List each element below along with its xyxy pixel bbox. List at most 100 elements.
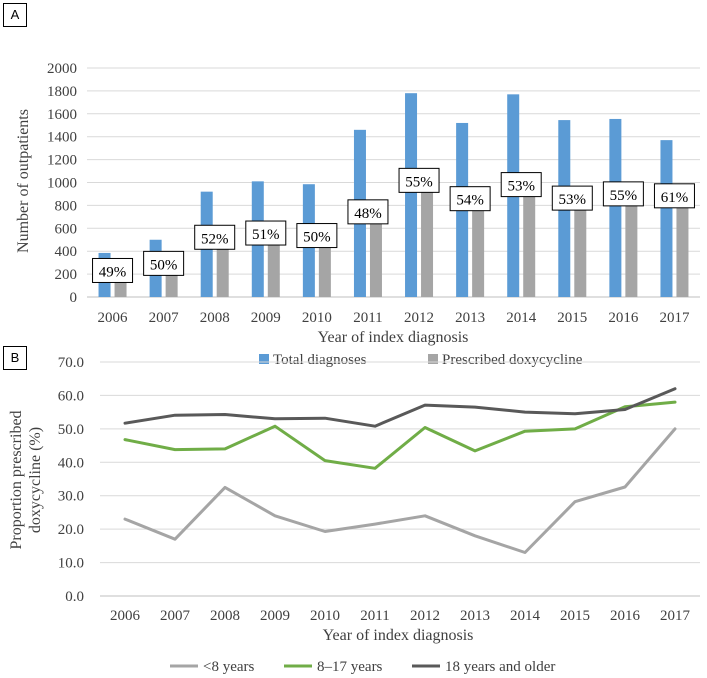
percentage-annotation: 54%	[456, 193, 484, 209]
panel-b-x-tick-label: 2006	[110, 608, 141, 624]
legend-label-18-older: 18 years and older	[445, 659, 555, 675]
bar-prescribed-doxycycline	[523, 189, 536, 297]
percentage-annotation-box	[296, 223, 338, 249]
panel-b-x-axis-label: Year of index diagnosis	[323, 627, 474, 644]
percentage-annotation-box	[449, 186, 491, 212]
panel-a-y-tick-label: 0	[70, 290, 78, 306]
bar-prescribed-doxycycline	[625, 198, 638, 297]
percentage-annotation-box	[551, 185, 593, 211]
panel-b-x-tick-label: 2017	[660, 608, 691, 624]
panel-b-y-tick-label: 70.0	[58, 355, 84, 371]
panel-a-x-tick-label: 2010	[302, 310, 332, 326]
percentage-annotation: 49%	[99, 264, 127, 280]
panel-b-y-tick-label: 60.0	[58, 388, 84, 404]
percentage-annotation-box	[347, 199, 389, 225]
panel-a-y-tick-label: 1800	[47, 84, 77, 100]
line-under-8-years	[123, 427, 677, 554]
panel-b-y-axis-label-line1: Proportion prescribed	[8, 410, 25, 549]
panel-b-x-tick-label: 2014	[510, 608, 541, 624]
panel-a-x-tick-label: 2013	[455, 310, 485, 326]
legend-swatch-prescribed-doxycycline	[428, 354, 438, 364]
panel-b-x-tick-label: 2009	[260, 608, 290, 624]
panel-a-y-axis-label: Number of outpatients	[15, 109, 32, 253]
percentage-annotation-box	[653, 183, 695, 209]
panel-a-x-tick-label: 2015	[557, 310, 587, 326]
bar-prescribed-doxycycline	[267, 238, 280, 297]
panel-b-y-tick-label: 10.0	[58, 556, 84, 572]
legend-label-under-8: <8 years	[203, 659, 255, 675]
panel-b-x-tick-label: 2008	[210, 608, 240, 624]
panel-a-y-tick-label: 400	[55, 244, 78, 260]
panel-a-y-tick-label: 2000	[47, 61, 77, 77]
percentage-annotation: 61%	[661, 190, 689, 206]
bar-total-diagnoses	[660, 140, 673, 297]
panel-b-x-tick-label: 2013	[460, 608, 490, 624]
percentage-annotation-box	[143, 250, 185, 276]
percentage-annotation-box	[398, 167, 440, 193]
line-8-17-years	[123, 400, 677, 470]
legend-label-prescribed-doxycycline: Prescribed doxycycline	[442, 352, 583, 368]
bar-prescribed-doxycycline	[676, 200, 689, 297]
panel-a-annotations: 49% 50% 52% 51% 50% 48% 55% 54% 53% 53% 55% 61%	[92, 167, 695, 283]
legend-label-8-17: 8–17 years	[317, 659, 383, 675]
panel-b-y-tick-label: 20.0	[58, 522, 84, 538]
panel-b-lines	[123, 387, 677, 554]
legend-label-total-diagnoses: Total diagnoses	[273, 352, 367, 368]
legend-swatch-total-diagnoses	[259, 354, 269, 364]
panel-a-x-tick-labels: 2006 2007 2008 2009 2010 2011 2012 2013 2014 2015…	[98, 310, 690, 326]
panel-a-gridlines	[87, 67, 700, 298]
panel-a-x-axis-label: Year of index diagnosis	[318, 329, 469, 346]
percentage-annotation-box	[194, 224, 236, 250]
percentage-annotation-box	[500, 172, 542, 198]
panel-b-y-axis-label-line2: doxycycline (%)	[27, 427, 44, 533]
percentage-annotation: 55%	[405, 174, 433, 190]
panel-a-label: A	[3, 3, 27, 27]
panel-a-x-tick-label: 2016	[608, 310, 639, 326]
panel-a-y-tick-label: 1600	[47, 107, 77, 123]
bar-prescribed-doxycycline	[216, 242, 229, 297]
panel-a-y-tick-label: 1000	[47, 176, 77, 192]
panel-b-x-tick-label: 2016	[610, 608, 641, 624]
percentage-annotation: 50%	[303, 230, 331, 246]
panel-b-label: B	[3, 346, 27, 370]
panel-b-legend: <8 years 8–17 years 18 years and older	[170, 659, 555, 675]
panel-b-y-tick-label: 0.0	[65, 589, 84, 605]
panel-b-x-tick-labels: 2006 2007 2008 2009 2010 2011 2012 2013 2014 2015…	[110, 608, 691, 624]
bar-total-diagnoses	[405, 93, 418, 297]
panel-a-x-tick-label: 2009	[251, 310, 281, 326]
percentage-annotation-box	[245, 220, 287, 246]
panel-a-y-tick-label: 200	[55, 267, 78, 283]
bar-prescribed-doxycycline	[421, 185, 434, 297]
panel-b-y-tick-labels: 0.0 10.0 20.0 30.0 40.0 50.0 60.0 70.0	[58, 355, 84, 605]
panel-a-legend: Total diagnoses Prescribed doxycycline	[259, 352, 583, 368]
line-18-years-and-older	[123, 387, 677, 428]
panel-b-y-tick-label: 40.0	[58, 455, 84, 471]
panel-b-y-tick-label: 50.0	[58, 422, 84, 438]
panel-a-x-tick-label: 2014	[506, 310, 537, 326]
panel-b-x-tick-label: 2010	[310, 608, 340, 624]
panel-b-gridlines	[100, 361, 700, 597]
bar-prescribed-doxycycline	[574, 203, 587, 297]
percentage-annotation-box	[602, 181, 644, 207]
percentage-annotation: 48%	[354, 206, 382, 222]
panel-a-y-tick-label: 1400	[47, 130, 77, 146]
panel-a-x-tick-label: 2008	[200, 310, 230, 326]
panel-b-x-tick-label: 2011	[360, 608, 389, 624]
panel-a-x-tick-label: 2017	[659, 310, 690, 326]
percentage-annotation: 51%	[252, 227, 280, 243]
panel-a-x-tick-label: 2011	[353, 310, 382, 326]
panel-b-y-tick-label: 30.0	[58, 489, 84, 505]
percentage-annotation: 50%	[150, 257, 178, 273]
bar-total-diagnoses	[609, 118, 622, 297]
panel-a-y-tick-labels: 0 200 400 600 800 1000 1200 1400 1600 1800 2000	[47, 61, 77, 306]
percentage-annotation: 52%	[201, 231, 229, 247]
panel-a-x-tick-label: 2006	[98, 310, 129, 326]
panel-a-y-tick-label: 800	[55, 198, 78, 214]
bar-prescribed-doxycycline	[318, 240, 331, 297]
panel-a-x-tick-label: 2012	[404, 310, 434, 326]
percentage-annotation-box	[92, 257, 134, 283]
bar-prescribed-doxycycline	[472, 203, 485, 297]
percentage-annotation: 55%	[610, 188, 638, 204]
panel-a-y-tick-label: 1200	[47, 153, 77, 169]
